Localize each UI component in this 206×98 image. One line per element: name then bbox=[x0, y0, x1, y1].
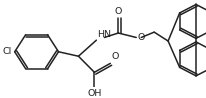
Text: HN: HN bbox=[97, 30, 111, 39]
Text: O: O bbox=[111, 52, 119, 61]
Text: Cl: Cl bbox=[2, 47, 12, 56]
Text: O: O bbox=[115, 7, 122, 16]
Text: O: O bbox=[137, 33, 145, 42]
Text: OH: OH bbox=[87, 89, 102, 98]
